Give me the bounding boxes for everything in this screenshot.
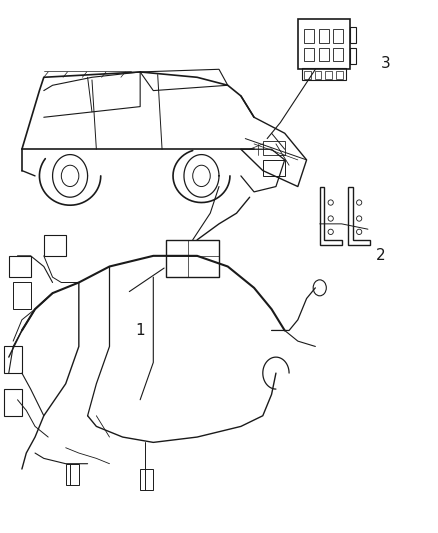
Text: 3: 3 bbox=[381, 56, 390, 71]
Bar bbox=[166, 240, 219, 277]
Bar bbox=[66, 464, 79, 485]
Bar bbox=[333, 48, 343, 61]
Bar bbox=[315, 71, 321, 79]
Bar bbox=[9, 256, 31, 277]
Bar bbox=[350, 27, 356, 43]
Bar bbox=[298, 19, 350, 69]
Bar bbox=[304, 71, 311, 79]
Bar bbox=[4, 389, 22, 416]
Bar bbox=[319, 48, 328, 61]
Bar bbox=[263, 141, 285, 155]
Bar bbox=[140, 469, 153, 490]
Bar bbox=[304, 48, 314, 61]
Bar bbox=[302, 68, 346, 80]
Bar bbox=[325, 71, 332, 79]
Bar bbox=[44, 235, 66, 256]
Bar bbox=[13, 282, 31, 309]
Bar bbox=[319, 29, 328, 43]
Bar bbox=[336, 71, 343, 79]
Text: 2: 2 bbox=[376, 248, 386, 263]
Bar bbox=[333, 29, 343, 43]
Text: 1: 1 bbox=[135, 323, 145, 338]
Bar bbox=[4, 346, 22, 373]
Bar bbox=[350, 48, 356, 64]
Bar bbox=[304, 29, 314, 43]
